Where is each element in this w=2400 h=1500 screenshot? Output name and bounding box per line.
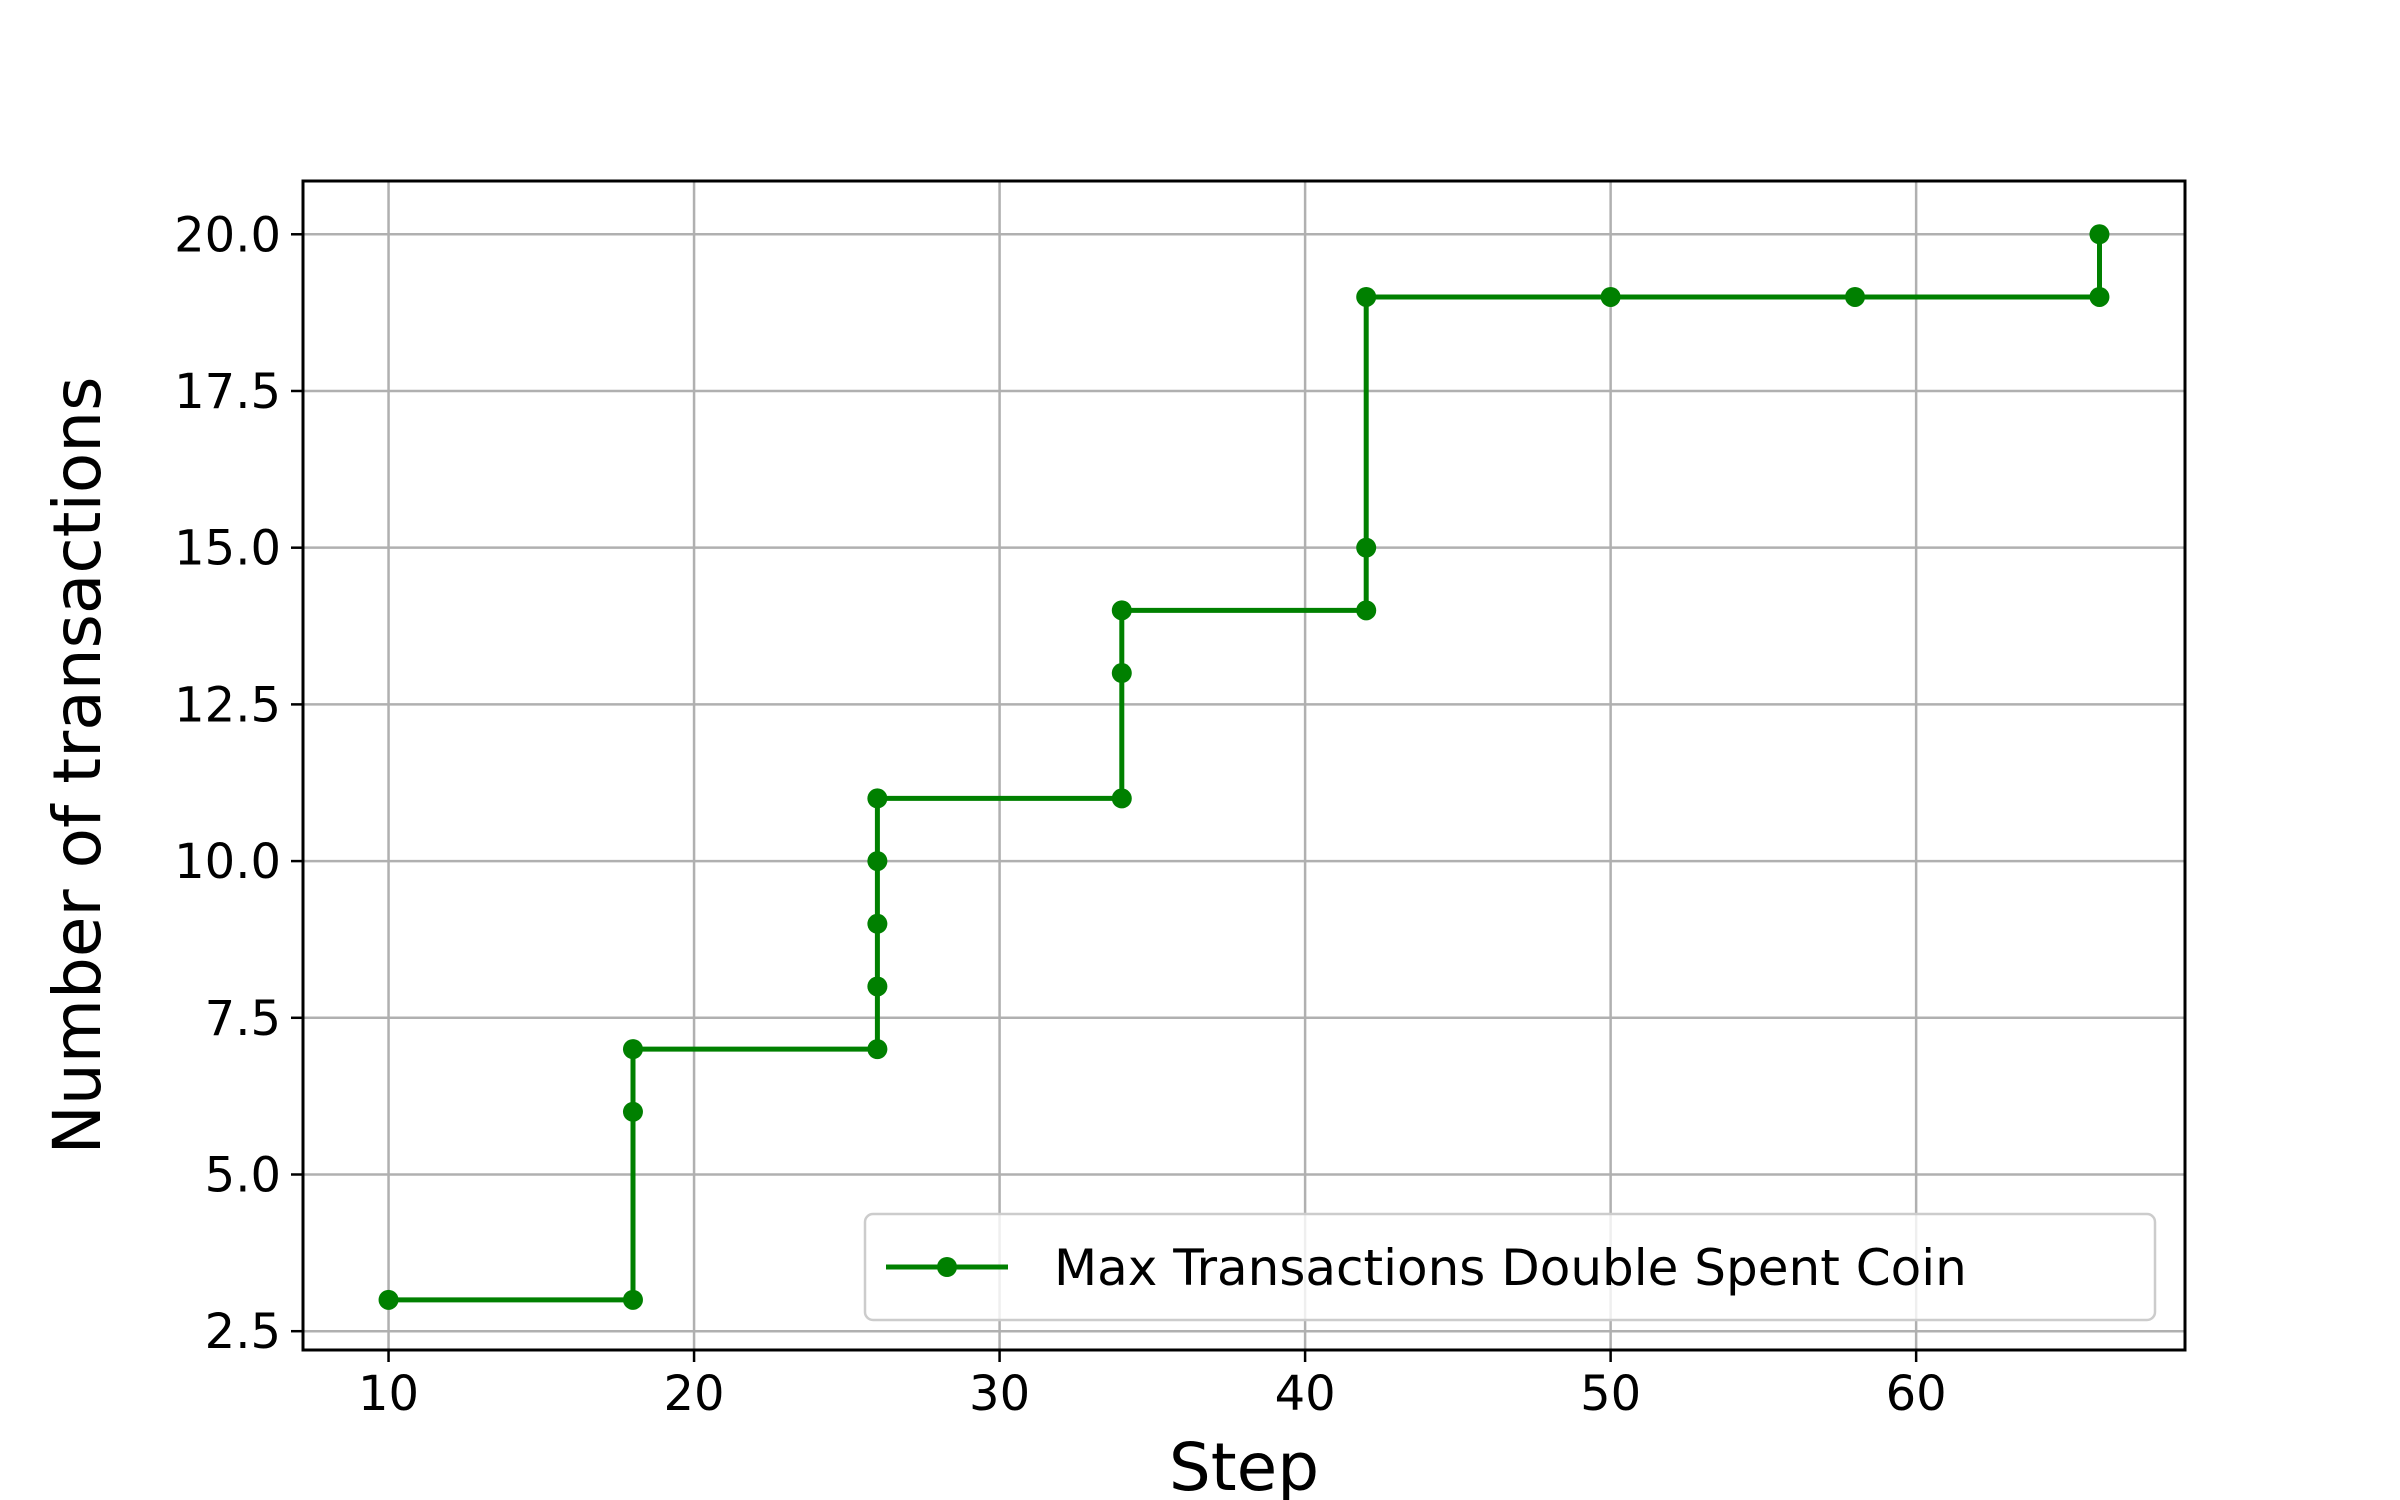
data-point xyxy=(867,1039,888,1060)
y-tick-label: 7.5 xyxy=(205,991,281,1047)
data-point xyxy=(867,976,888,997)
data-point xyxy=(1111,663,1132,684)
legend-box xyxy=(863,1212,2157,1322)
data-point xyxy=(867,851,888,872)
data-point xyxy=(622,1101,643,1122)
data-point xyxy=(2089,224,2110,245)
data-point xyxy=(1845,286,1866,307)
data-point xyxy=(2089,286,2110,307)
data-point xyxy=(1356,600,1377,621)
data-point xyxy=(1111,600,1132,621)
y-tick-label: 20.0 xyxy=(174,207,281,263)
x-tick-label: 10 xyxy=(358,1366,419,1422)
series-layer xyxy=(378,224,2110,1310)
y-tick-label: 17.5 xyxy=(174,364,281,420)
legend-label: Max Transactions Double Spent Coin xyxy=(1054,1239,1967,1297)
x-tick-label: 30 xyxy=(969,1366,1030,1422)
grid xyxy=(303,181,2185,1350)
x-tick-label: 50 xyxy=(1580,1366,1641,1422)
y-axis-title: Number of transactions xyxy=(39,377,116,1155)
data-point xyxy=(622,1039,643,1060)
data-point xyxy=(378,1289,399,1310)
x-tick-label: 60 xyxy=(1886,1366,1947,1422)
data-point xyxy=(1600,286,1621,307)
ticks: 10 20 30 40 50 60 2.5 5.0 7.5 10.0 12.5 15.0 17.5 20.… xyxy=(174,207,1947,1422)
legend: Max Transactions Double Spent Coin xyxy=(863,1212,2157,1322)
y-tick-label: 5.0 xyxy=(205,1147,281,1203)
data-point xyxy=(1356,286,1377,307)
x-axis-title: Step xyxy=(1169,1429,1319,1500)
data-point xyxy=(1111,788,1132,809)
legend-swatch-marker xyxy=(937,1257,957,1277)
data-point xyxy=(1356,537,1377,558)
y-tick-label: 2.5 xyxy=(205,1304,281,1360)
x-tick-label: 20 xyxy=(664,1366,725,1422)
x-tick-label: 40 xyxy=(1275,1366,1336,1422)
plot-frame xyxy=(301,179,2187,1352)
data-point xyxy=(867,913,888,934)
data-point xyxy=(622,1289,643,1310)
y-tick-label: 12.5 xyxy=(174,677,281,733)
y-tick-label: 10.0 xyxy=(174,834,281,890)
y-tick-label: 15.0 xyxy=(174,521,281,577)
data-point xyxy=(867,788,888,809)
